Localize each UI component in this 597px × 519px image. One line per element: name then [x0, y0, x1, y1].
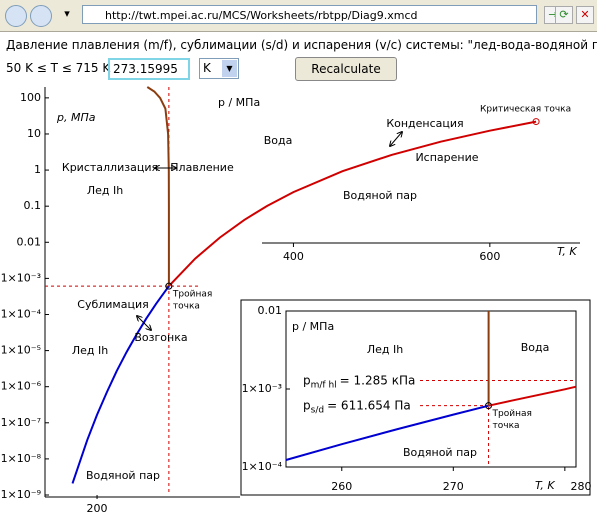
triple-point [165, 282, 173, 290]
back-button[interactable] [5, 5, 27, 27]
y-axis-label: p / МПа [292, 320, 334, 333]
curve [488, 385, 577, 407]
y-tick-label: 1×10⁻⁹ [1, 488, 41, 501]
reference-label: pm/f hl = 1.285 кПа [303, 373, 415, 390]
process-arrow [137, 316, 151, 330]
x-axis-label: T, K [557, 245, 577, 258]
annotation: Лед Ih [367, 343, 403, 356]
y-tick-label: 1×10⁻⁷ [1, 416, 41, 429]
triple-label: Тройная [172, 290, 212, 300]
annotation: Плавление [170, 161, 234, 174]
critical-label: Критическая точка [480, 105, 571, 115]
y-axis-label: p, МПа [56, 111, 96, 124]
x-axis-label: T, K [535, 479, 555, 492]
recalculate-button[interactable]: Recalculate [295, 57, 397, 81]
y-tick-label: 1×10⁻⁵ [1, 344, 41, 357]
y-axis-label-2: p / МПа [218, 96, 260, 109]
symbol: p [303, 373, 311, 387]
heading: Давление плавления (m/f), сублимации (s/… [6, 38, 597, 52]
refresh-button[interactable]: ⟳ [555, 6, 573, 24]
value-text: = 1.285 кПа [340, 373, 416, 387]
range-label: 50 K ≤ T ≤ 715 K [6, 61, 111, 75]
curve [168, 120, 537, 287]
unit-value: K [203, 61, 211, 75]
annotation: Лед Ih [72, 344, 108, 357]
y-tick-label: 1 [34, 163, 41, 176]
y-tick-label: 1×10⁻³ [1, 271, 41, 284]
x-tick-label: 260 [331, 480, 352, 493]
stop-button[interactable]: ✕ [576, 6, 594, 24]
unit-select[interactable]: K ▼ [199, 58, 239, 79]
x-tick-label: 600 [479, 250, 500, 263]
annotation: Лед Ih [87, 184, 123, 197]
y-tick-label: 1×10⁻⁸ [1, 452, 42, 465]
annotation: Конденсация [386, 117, 463, 130]
critical-point [532, 118, 540, 126]
y-tick-label: 0.1 [24, 199, 42, 212]
annotation: Сублимация [77, 298, 148, 311]
subscript: s/d [311, 405, 324, 415]
annotation: Испарение [415, 151, 478, 164]
annotation: Возгонка [134, 331, 187, 344]
y-tick-label: 1×10⁻⁴ [242, 460, 283, 473]
triple-label: Тройная [492, 409, 532, 419]
browser-toolbar: ▾ http://twt.mpei.ac.ru/MCS/Worksheets/r… [0, 0, 597, 32]
x-tick-label: 270 [443, 480, 464, 493]
y-tick-label: 0.01 [258, 304, 283, 317]
inset-frame [285, 310, 577, 468]
triple-label: точка [493, 421, 520, 431]
y-tick-label: 1×10⁻⁴ [1, 307, 42, 320]
annotation: Вода [521, 341, 550, 354]
x-tick-label: 400 [283, 250, 304, 263]
curve [146, 86, 170, 287]
value-text: = 611.654 Па [327, 398, 411, 412]
y-tick-label: 0.01 [17, 235, 42, 248]
annotation: Водяной пар [343, 189, 417, 202]
triple-point [485, 402, 493, 410]
temperature-input[interactable]: 273.15995 [108, 58, 190, 80]
forward-button[interactable] [30, 5, 52, 27]
triple-label: точка [173, 302, 200, 312]
annotation: Водяной пар [86, 469, 160, 482]
reference-label: ps/d = 611.654 Па [303, 398, 411, 415]
select-arrow[interactable]: ▼ [222, 60, 237, 77]
x-tick-label: 280 [571, 480, 592, 493]
address-bar[interactable]: http://twt.mpei.ac.ru/MCS/Worksheets/rbt… [82, 5, 537, 24]
x-tick-label: 200 [87, 502, 108, 515]
annotation: Вода [264, 134, 293, 147]
subscript: m/f hl [311, 380, 337, 390]
inset-panel [240, 299, 591, 496]
history-dropdown[interactable]: ▾ [64, 7, 70, 20]
y-tick-label: 1×10⁻⁶ [1, 380, 42, 393]
process-arrow [390, 132, 402, 146]
curve [285, 404, 489, 461]
curve [71, 285, 170, 484]
y-tick-label: 1×10⁻³ [242, 382, 282, 395]
annotation: Кристаллизация [62, 161, 158, 174]
y-tick-label: 10 [27, 127, 41, 140]
annotation: Водяной пар [403, 446, 477, 459]
y-tick-label: 100 [20, 91, 41, 104]
symbol: p [303, 398, 311, 412]
